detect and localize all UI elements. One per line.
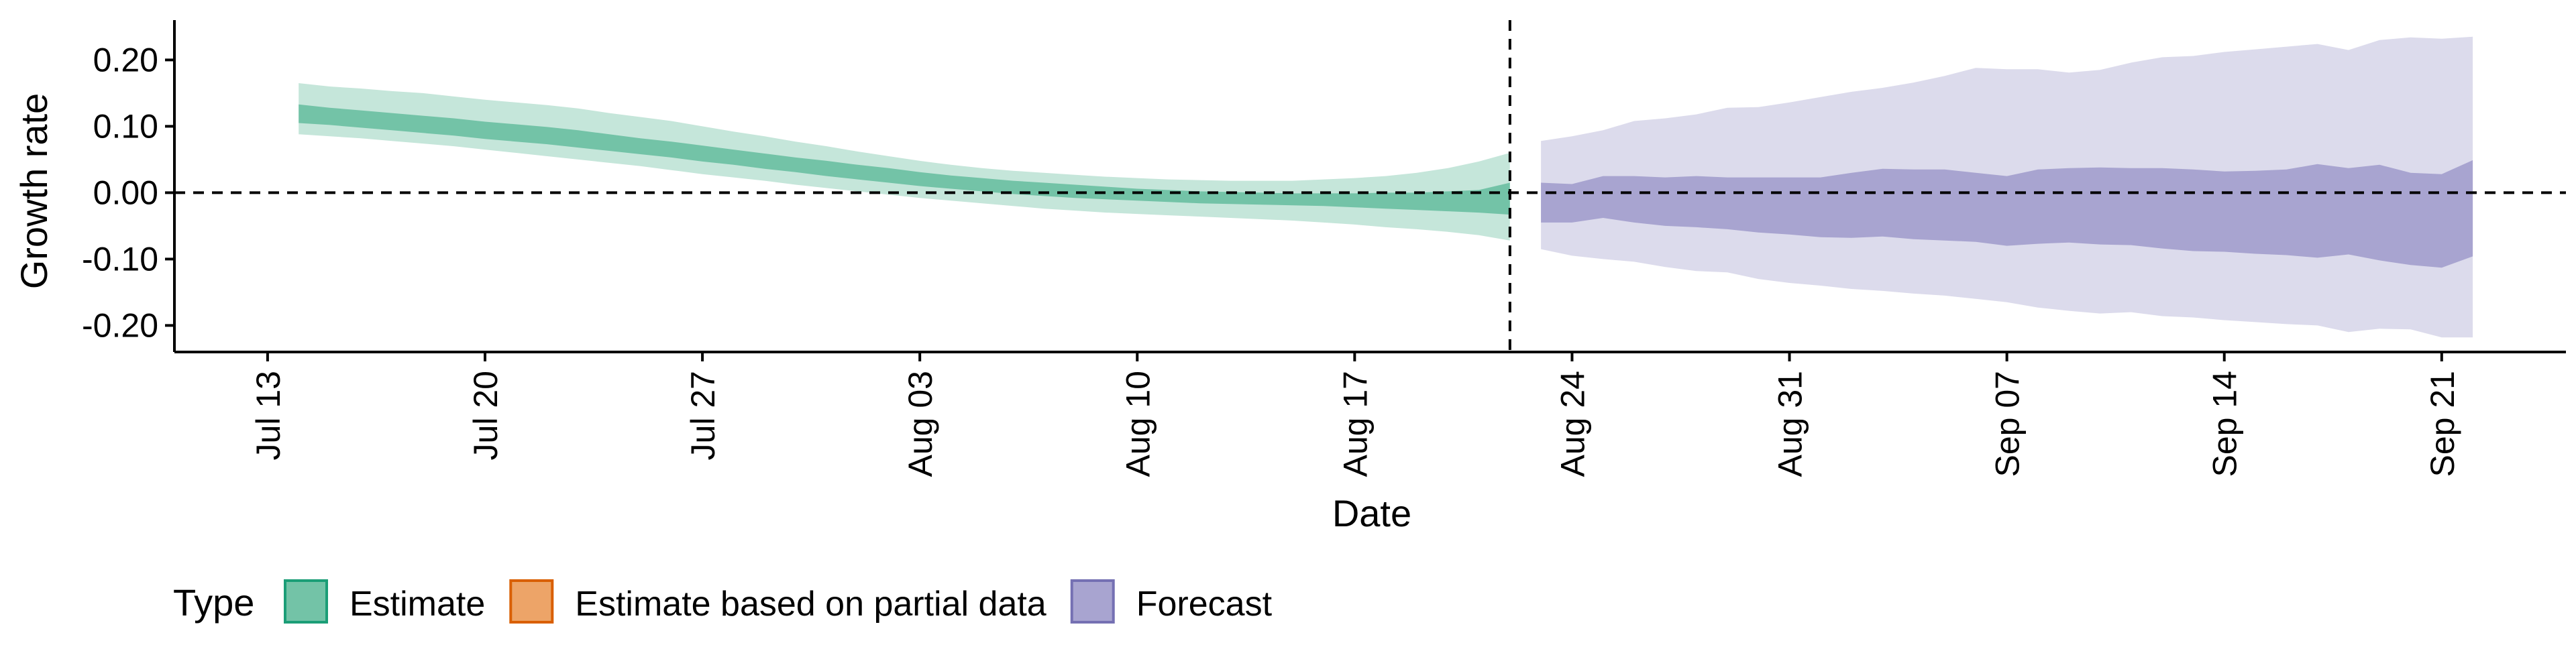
legend-swatch xyxy=(284,579,328,624)
x-tick-label: Jul 20 xyxy=(467,371,504,460)
y-tick-label: -0.20 xyxy=(82,306,158,344)
band-layer xyxy=(299,36,2473,338)
legend-label: Estimate xyxy=(350,585,485,624)
legend-swatch xyxy=(1070,579,1115,624)
x-tick-label: Aug 17 xyxy=(1336,371,1374,477)
x-axis-title: Date xyxy=(1332,492,1411,534)
x-tick-label: Sep 21 xyxy=(2424,371,2461,477)
estimate-outer-band xyxy=(299,83,1510,241)
x-tick-label: Sep 07 xyxy=(1989,371,2027,477)
x-tick-label: Sep 14 xyxy=(2206,371,2244,477)
y-tick-label: 0.20 xyxy=(93,41,158,78)
x-tick-label: Aug 31 xyxy=(1772,371,1809,477)
forecast-inner-band xyxy=(1541,160,2473,268)
y-tick-label: 0.10 xyxy=(93,107,158,145)
legend-label: Forecast xyxy=(1136,585,1273,624)
y-axis-title: Growth rate xyxy=(13,93,55,290)
y-tick-label: 0.00 xyxy=(93,174,158,211)
reference-lines xyxy=(174,20,2566,352)
x-tick-label: Jul 27 xyxy=(684,371,722,460)
x-tick-label: Aug 03 xyxy=(902,371,939,477)
x-tick-label: Aug 24 xyxy=(1554,371,1591,477)
legend: Type Estimate Estimate based on partial d… xyxy=(173,579,1273,624)
x-tick-label: Jul 13 xyxy=(250,371,287,460)
y-tick-label: -0.10 xyxy=(82,240,158,278)
legend-title: Type xyxy=(173,581,254,624)
legend-label: Estimate based on partial data xyxy=(575,585,1046,624)
x-tick-label: Aug 10 xyxy=(1119,371,1157,477)
legend-swatch xyxy=(509,579,554,624)
estimate-inner-band xyxy=(299,104,1510,215)
axes: 0.20 0.10 0.00 -0.10 -0.20 Jul 13 Jul 20 Jul 27… xyxy=(82,20,2566,477)
